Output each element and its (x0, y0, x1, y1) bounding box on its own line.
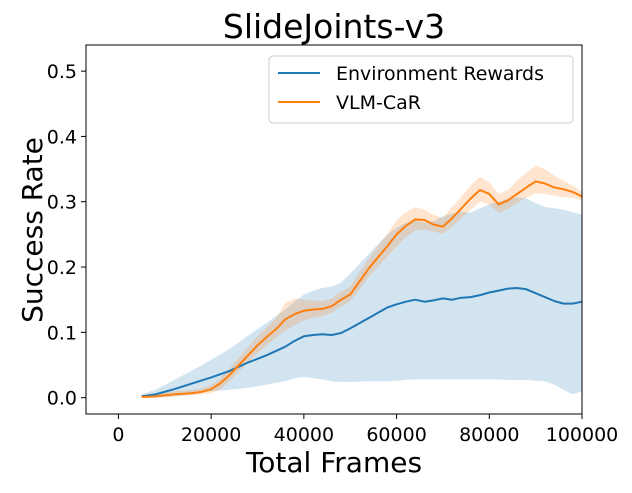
legend-label-environment-rewards: Environment Rewards (336, 63, 544, 85)
y-tick-label: 0.4 (47, 126, 77, 148)
y-tick-label: 0.3 (47, 192, 77, 214)
y-tick-label: 0.2 (47, 257, 77, 279)
band-vlm-car (141, 165, 582, 398)
legend: Environment Rewards VLM-CaR (268, 55, 574, 124)
x-tick-label: 20000 (181, 424, 241, 446)
chart-title: SlideJoints-v3 (223, 7, 445, 46)
x-tick-label: 40000 (274, 424, 334, 446)
legend-label-vlm-car: VLM-CaR (336, 92, 421, 114)
x-tick-label: 0 (112, 424, 124, 446)
x-tick-label: 100000 (546, 424, 619, 446)
y-tick-label: 0.0 (47, 388, 77, 410)
x-axis-label: Total Frames (245, 446, 422, 479)
series-lines (141, 180, 583, 398)
y-axis: 0.0 0.1 0.2 0.3 0.4 0.5 (47, 61, 86, 410)
y-axis-label: Success Rate (16, 137, 49, 323)
series-line-vlm-car (141, 180, 583, 398)
series-line-environment-rewards (141, 287, 583, 398)
y-tick-label: 0.5 (47, 61, 77, 83)
x-tick-label: 60000 (366, 424, 426, 446)
confidence-bands (141, 165, 582, 398)
x-axis: 0 20000 40000 60000 80000 100000 (112, 414, 618, 446)
x-tick-label: 80000 (459, 424, 519, 446)
band-environment-rewards (141, 197, 582, 398)
legend-box (268, 55, 574, 124)
plot-frame (85, 44, 583, 415)
y-tick-label: 0.1 (47, 322, 77, 344)
